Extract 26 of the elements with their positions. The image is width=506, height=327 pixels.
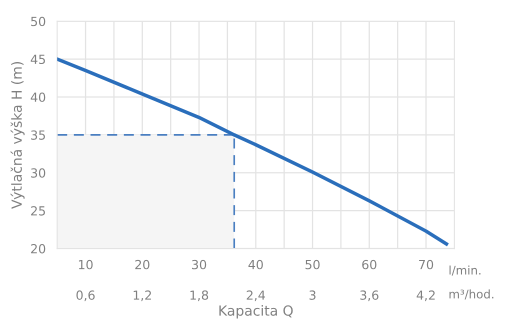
x2-tick-label: 1,2 — [134, 290, 151, 302]
y-tick-label: 20 — [31, 244, 46, 254]
x2-tick-label: 0,6 — [76, 290, 95, 302]
x2-tick-label: 1,8 — [190, 290, 208, 302]
y-axis-title: Výtlačná výška H (m) — [10, 62, 25, 209]
y-tick-label: 30 — [31, 168, 46, 178]
x-axis-title: Kapacita Q — [219, 305, 293, 319]
x-tick-label: 10 — [78, 260, 93, 270]
text: m³/hod. — [450, 289, 494, 300]
y-tick-label: 45 — [30, 54, 45, 64]
x-tick-label: 70 — [419, 260, 434, 270]
line-series — [57, 57, 448, 246]
x-tick-label: 60 — [362, 260, 376, 270]
x-tick-label: 20 — [135, 260, 150, 270]
y-tick-label: 50 — [31, 16, 46, 26]
x2-tick-label: 3,6 — [360, 290, 378, 302]
y-tick-label: 25 — [31, 206, 45, 216]
x-tick-label: 50 — [306, 260, 320, 270]
text: l/min. — [450, 266, 480, 276]
y-tick-label: 40 — [30, 92, 46, 102]
x-tick-label: 40 — [248, 260, 263, 270]
x-tick-label: 30 — [192, 260, 206, 270]
x2-tick-label: 4,2 — [416, 290, 435, 302]
y-tick-label: 35 — [31, 130, 45, 140]
x2-tick-label: 3 — [310, 290, 316, 300]
x2-tick-label: 2,4 — [246, 290, 266, 302]
